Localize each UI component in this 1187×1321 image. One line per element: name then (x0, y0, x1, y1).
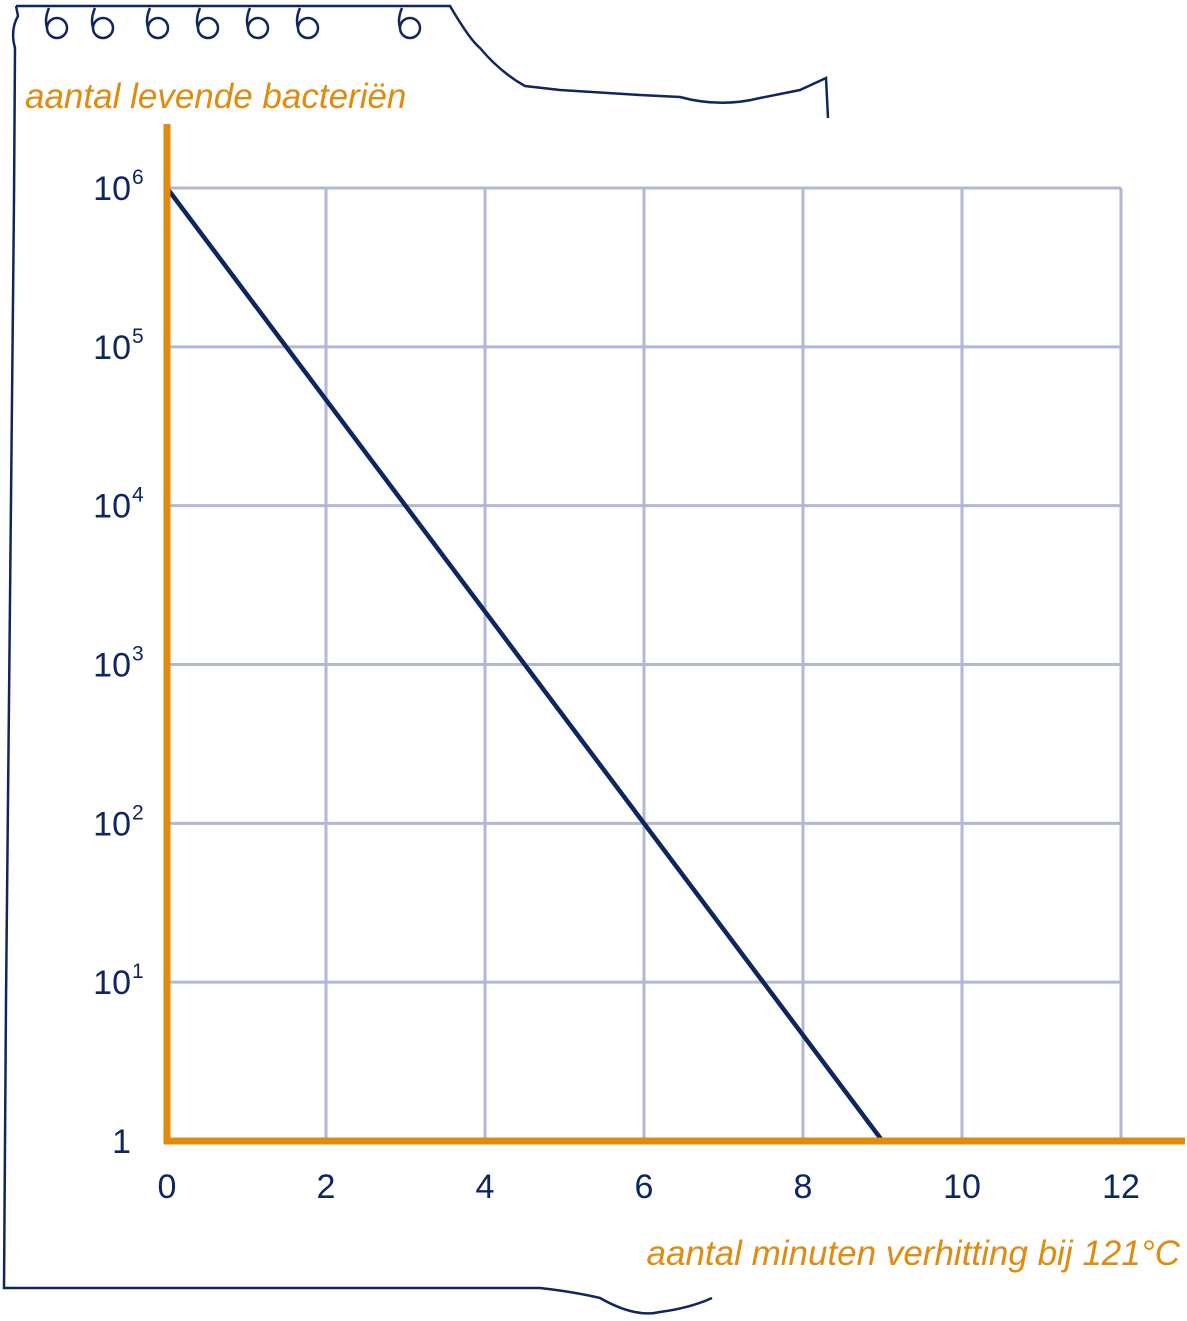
spiral-ring-icon (146, 16, 170, 40)
y-tick-label: 10 (93, 805, 131, 843)
y-tick-exponent: 6 (132, 166, 144, 189)
y-tick-exponent: 5 (132, 325, 144, 348)
x-tick-label: 2 (317, 1168, 336, 1206)
y-tick-exponent: 2 (132, 801, 144, 824)
chart-axes (163, 124, 1185, 1145)
y-tick-label: 10 (93, 170, 131, 208)
y-tick-exponent: 3 (132, 643, 144, 666)
y-tick-label: 10 (93, 964, 131, 1002)
spiral-ring-icon (196, 16, 220, 40)
spiral-ring-icon (45, 16, 69, 40)
spiral-ring-icon (296, 16, 320, 40)
x-axis-title: aantal minuten verhitting bij 121°C (647, 1234, 1181, 1273)
x-tick-label: 0 (158, 1168, 177, 1206)
y-axis-title: aantal levende bacteriën (25, 77, 406, 116)
y-tick-exponent: 1 (132, 960, 144, 983)
spiral-ring-icon (398, 16, 422, 40)
y-tick-label: 10 (93, 647, 131, 685)
x-tick-label: 6 (635, 1168, 654, 1206)
spiral-ring-icon (246, 16, 270, 40)
x-tick-label: 10 (943, 1168, 981, 1206)
x-tick-label: 12 (1102, 1168, 1140, 1206)
chart-grid (167, 186, 1123, 1141)
notebook-page-outline (2, 4, 830, 1315)
y-tick-label: 10 (93, 488, 131, 526)
y-tick-label: 1 (112, 1123, 131, 1161)
spiral-rings (44, 7, 422, 40)
x-tick-label: 8 (794, 1168, 813, 1206)
spiral-ring-icon (91, 16, 115, 40)
x-tick-label: 4 (476, 1168, 495, 1206)
series-line (164, 185, 885, 1144)
y-tick-label: 10 (93, 329, 131, 367)
chart-series (164, 185, 885, 1144)
y-tick-exponent: 4 (132, 484, 144, 507)
